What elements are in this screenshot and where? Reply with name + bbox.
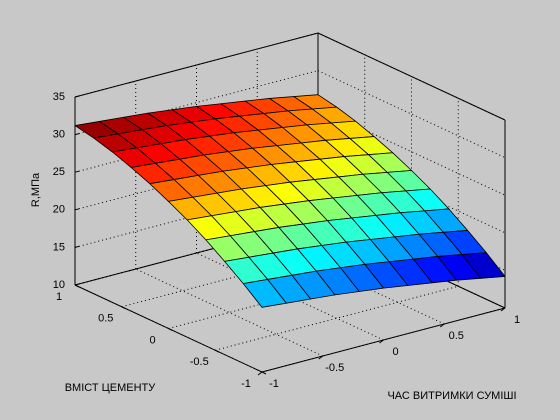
tick-mark (215, 349, 220, 353)
z-tick-label: 20 (53, 204, 65, 216)
y-tick-label: -1 (241, 378, 251, 390)
x-tick-label: -1 (269, 378, 279, 390)
x-axis-label: ЧАС ВИТРИМКИ СУМІШІ (387, 390, 516, 402)
tick-mark (379, 339, 384, 344)
y-tick-label: 0 (149, 334, 155, 346)
z-axis-label: R,МПа (30, 172, 42, 207)
tick-mark (121, 306, 126, 310)
tick-mark (261, 371, 267, 375)
tick-mark (74, 208, 80, 211)
z-tick-label: 15 (53, 241, 65, 253)
y-tick-label: 0.5 (98, 313, 113, 325)
tick-mark (500, 307, 506, 312)
surface-patch (242, 279, 287, 308)
z-tick-label: 35 (53, 91, 65, 103)
y-tick-label: 1 (56, 291, 62, 303)
tick-mark (74, 283, 80, 286)
y-axis-label: ВМІСТ ЦЕМЕНТУ (65, 382, 157, 394)
tick-mark (74, 95, 80, 98)
axis-line (74, 32, 319, 98)
tick-mark (74, 170, 80, 173)
x-tick-label: 1 (514, 314, 520, 326)
tick-mark (257, 371, 263, 376)
z-tick-label: 25 (53, 166, 65, 178)
tick-mark (439, 323, 445, 328)
z-tick-label: 30 (53, 129, 65, 141)
tick-mark (168, 328, 173, 331)
tick-mark (318, 355, 324, 360)
tick-mark (74, 245, 80, 248)
x-tick-label: 0.5 (449, 330, 464, 342)
y-tick-label: -0.5 (190, 356, 209, 368)
x-tick-label: -0.5 (325, 362, 344, 374)
tick-mark (74, 133, 80, 136)
z-tick-label: 10 (53, 279, 65, 291)
x-tick-label: 0 (392, 346, 398, 358)
axis-line (317, 32, 506, 121)
